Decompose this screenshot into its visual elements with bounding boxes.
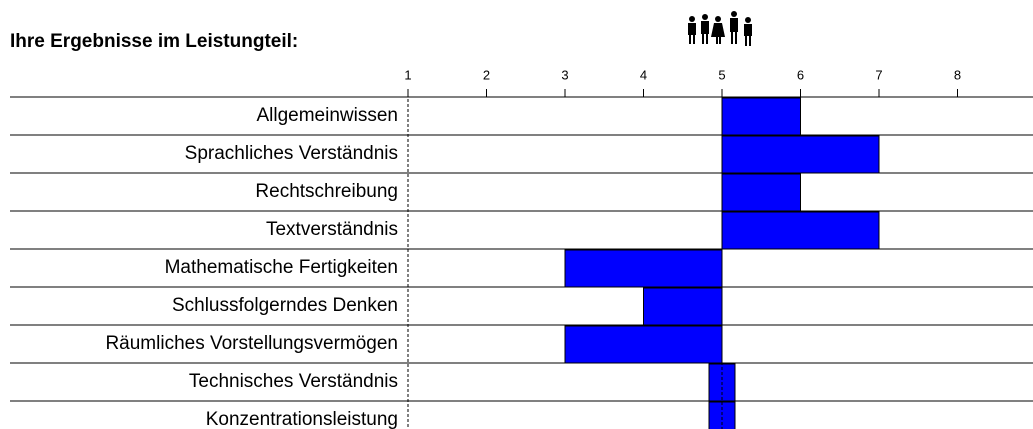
x-tick-label: 6 <box>797 67 804 82</box>
category-label: Räumliches Vorstellungsvermögen <box>105 333 398 354</box>
bar <box>643 287 723 326</box>
category-label: Sprachliches Verständnis <box>185 143 398 164</box>
x-tick-label: 2 <box>483 67 490 82</box>
x-tick-label: 7 <box>875 67 882 82</box>
category-label: Schlussfolgerndes Denken <box>172 295 398 316</box>
bar <box>721 97 801 136</box>
chart-title: Ihre Ergebnisse im Leistungteil: <box>10 31 298 52</box>
x-tick-label: 1 <box>404 67 411 82</box>
bar <box>564 325 723 364</box>
x-tick-label: 4 <box>640 67 647 82</box>
x-tick-label: 8 <box>954 67 961 82</box>
x-tick-label: 3 <box>561 67 568 82</box>
people-icon <box>688 11 752 46</box>
category-label: Mathematische Fertigkeiten <box>165 257 398 278</box>
category-label: Allgemeinwissen <box>256 105 398 126</box>
x-tick-label: 5 <box>718 67 725 82</box>
category-label: Textverständnis <box>266 219 398 240</box>
category-label: Technisches Verständnis <box>189 371 398 392</box>
bar <box>721 173 801 212</box>
category-label: Konzentrationsleistung <box>206 409 398 429</box>
bar <box>564 249 723 288</box>
bar <box>721 211 880 250</box>
category-label: Rechtschreibung <box>255 181 398 202</box>
bar <box>721 135 880 174</box>
